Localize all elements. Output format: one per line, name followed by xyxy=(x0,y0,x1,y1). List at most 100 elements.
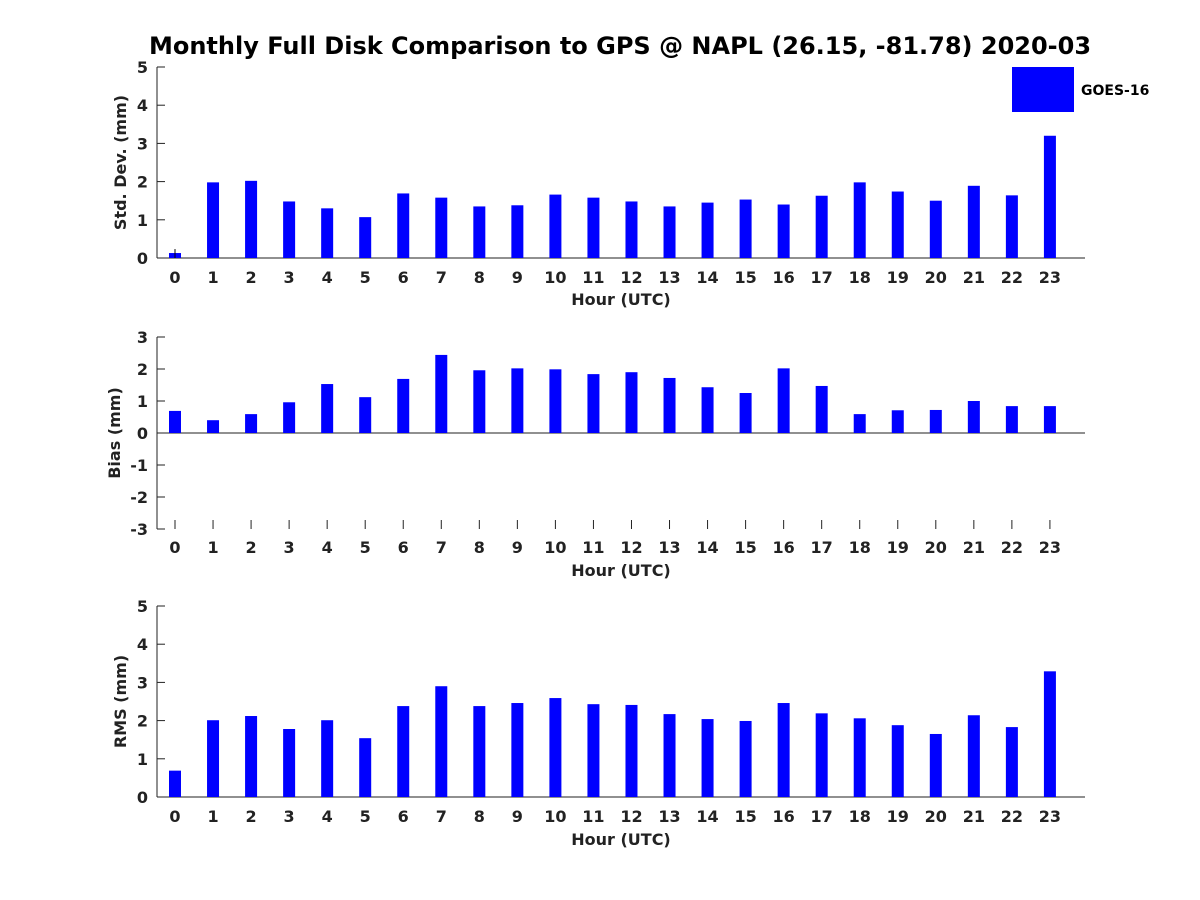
rms-bar-17 xyxy=(815,713,828,797)
std-dev-bar-9 xyxy=(511,205,524,258)
bias-x-tick-label: 5 xyxy=(360,538,371,557)
bias-bar-2 xyxy=(245,414,258,433)
rms-x-tick-label: 9 xyxy=(512,807,523,826)
std-dev-bar-14 xyxy=(701,202,714,258)
std-dev-y-tick-label: 4 xyxy=(137,96,148,115)
bias-x-tick-label: 21 xyxy=(963,538,985,557)
rms-x-tick-label: 18 xyxy=(849,807,871,826)
std-dev-x-tick-label: 0 xyxy=(169,268,180,287)
std-dev-y-label: Std. Dev. (mm) xyxy=(111,95,130,230)
rms-bar-20 xyxy=(929,733,942,797)
rms-x-tick-label: 7 xyxy=(436,807,447,826)
rms-x-tick-label: 6 xyxy=(398,807,409,826)
bias-bar-13 xyxy=(663,377,676,433)
rms-y-tick-label: 0 xyxy=(137,788,148,807)
std-dev-bar-22 xyxy=(1005,195,1018,258)
bias-x-tick-label: 23 xyxy=(1039,538,1061,557)
bias-y-tick-label: -3 xyxy=(130,520,148,539)
std-dev-x-tick-label: 6 xyxy=(398,268,409,287)
bias-x-tick-label: 8 xyxy=(474,538,485,557)
rms-x-tick-label: 4 xyxy=(322,807,333,826)
rms-bar-10 xyxy=(549,698,562,797)
rms-x-tick-label: 1 xyxy=(207,807,218,826)
bias-y-tick-label: -2 xyxy=(130,488,148,507)
std-dev-bar-11 xyxy=(587,197,600,258)
legend-label-goes-16: GOES-16 xyxy=(1081,83,1149,99)
rms-x-tick-label: 12 xyxy=(620,807,642,826)
std-dev-bar-10 xyxy=(549,194,562,258)
std-dev-x-tick-label: 13 xyxy=(658,268,680,287)
bias-bar-0 xyxy=(169,410,181,433)
rms-bar-2 xyxy=(245,716,258,797)
bias-bar-22 xyxy=(1005,406,1018,433)
bias-x-tick-label: 10 xyxy=(544,538,566,557)
rms-bar-12 xyxy=(625,704,638,797)
bias-x-tick-label: 12 xyxy=(620,538,642,557)
rms-x-tick-label: 21 xyxy=(963,807,985,826)
std-dev-x-tick-label: 12 xyxy=(620,268,642,287)
std-dev-x-tick-label: 8 xyxy=(474,268,485,287)
bias-x-tick-label: 9 xyxy=(512,538,523,557)
std-dev-y-tick-label: 5 xyxy=(137,58,148,77)
std-dev-x-tick-label: 3 xyxy=(284,268,295,287)
bias-bar-6 xyxy=(397,378,410,433)
rms-y-tick-label: 3 xyxy=(137,673,148,692)
bias-bar-8 xyxy=(473,370,486,433)
bias-bar-4 xyxy=(321,384,334,433)
std-dev-bar-20 xyxy=(929,200,942,258)
bias-x-label: Hour (UTC) xyxy=(571,561,671,580)
std-dev-bar-17 xyxy=(815,195,828,258)
rms-bar-23 xyxy=(1043,671,1056,797)
std-dev-bar-16 xyxy=(777,204,790,258)
bias-x-tick-label: 17 xyxy=(811,538,833,557)
rms-y-label: RMS (mm) xyxy=(111,655,130,748)
bias-bar-10 xyxy=(549,369,562,433)
rms-x-tick-label: 11 xyxy=(582,807,604,826)
rms-x-tick-label: 5 xyxy=(360,807,371,826)
bias-y-tick-label: 3 xyxy=(137,328,148,347)
bias-bar-18 xyxy=(853,414,866,433)
std-dev-x-tick-label: 18 xyxy=(849,268,871,287)
std-dev-x-tick-label: 22 xyxy=(1001,268,1023,287)
bias-x-tick-label: 16 xyxy=(773,538,795,557)
bias-x-tick-label: 20 xyxy=(925,538,947,557)
std-dev-bar-7 xyxy=(435,197,448,258)
std-dev-bar-12 xyxy=(625,201,638,258)
rms-y-tick-label: 5 xyxy=(137,597,148,616)
bias-x-tick-label: 19 xyxy=(887,538,909,557)
rms-x-label: Hour (UTC) xyxy=(571,830,671,849)
rms-bar-15 xyxy=(739,720,752,797)
rms-bar-1 xyxy=(207,720,220,797)
rms-bar-13 xyxy=(663,714,676,797)
legend: GOES-16 xyxy=(1012,67,1149,112)
bias-bar-20 xyxy=(929,409,942,433)
bias-x-tick-label: 1 xyxy=(207,538,218,557)
bias-bar-15 xyxy=(739,393,752,433)
std-dev-y-tick-label: 2 xyxy=(137,173,148,192)
std-dev-x-label: Hour (UTC) xyxy=(571,290,671,309)
std-dev-bar-15 xyxy=(739,199,752,258)
rms-bar-14 xyxy=(701,719,714,797)
bias-bar-12 xyxy=(625,372,638,433)
std-dev-x-tick-label: 20 xyxy=(925,268,947,287)
chart-title: Monthly Full Disk Comparison to GPS @ NA… xyxy=(149,32,1091,60)
rms-x-tick-label: 8 xyxy=(474,807,485,826)
rms-x-tick-label: 13 xyxy=(658,807,680,826)
bias-bar-9 xyxy=(511,368,524,433)
bias-bar-5 xyxy=(359,397,372,433)
bias-bar-17 xyxy=(815,385,828,433)
bias-y-tick-label: 1 xyxy=(137,392,148,411)
bias-bar-23 xyxy=(1043,406,1056,433)
std-dev-bar-3 xyxy=(283,201,296,258)
bias-y-tick-label: -1 xyxy=(130,456,148,475)
rms-bar-7 xyxy=(435,686,448,797)
std-dev-bar-5 xyxy=(359,217,372,258)
rms-bar-9 xyxy=(511,703,524,797)
rms-x-tick-label: 20 xyxy=(925,807,947,826)
rms-bar-18 xyxy=(853,718,866,797)
std-dev-x-tick-label: 1 xyxy=(207,268,218,287)
bias-x-tick-label: 2 xyxy=(246,538,257,557)
bias-x-tick-label: 14 xyxy=(696,538,718,557)
